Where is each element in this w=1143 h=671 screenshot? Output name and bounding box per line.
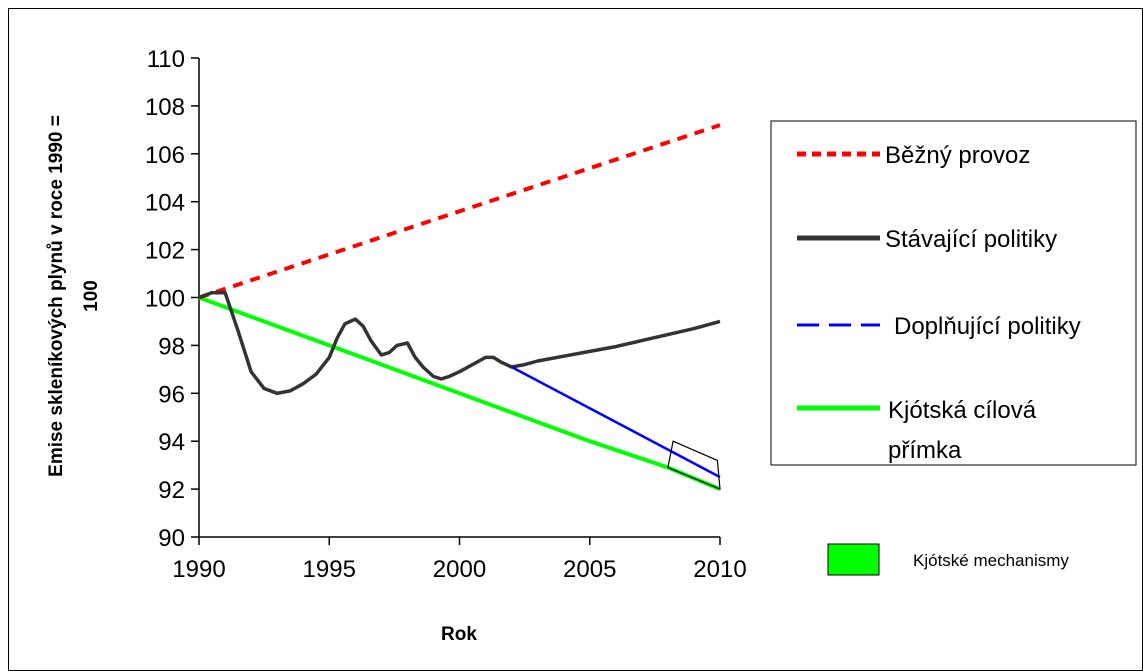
y-axis-title-line2: 100 [81,280,102,312]
x-ticks: 1990 1995 2000 2005 2010 [172,537,747,583]
plot-area: 90 92 94 96 98 100 102 104 106 108 110 1990 1995 200… [145,46,747,583]
legend-label-stavajici-politiky: Stávající politiky [885,226,1057,253]
y-tick-label: 92 [158,477,185,504]
y-tick-label: 94 [158,429,185,456]
y-tick-label: 110 [147,46,185,73]
legend: Běžný provoz Stávající politiky Doplňují… [770,120,1137,466]
y-tick-label: 102 [145,238,185,265]
y-tick-label: 106 [145,142,185,169]
y-tick-label: 98 [158,333,185,360]
kyoto-mechanisms-swatch [827,543,880,576]
legend-label-bezny-provoz: Běžný provoz [885,142,1030,169]
x-tick-label: 1990 [172,556,225,583]
y-tick-label: 104 [145,190,185,217]
legend-label-kjotska-primka-line2: přímka [888,437,962,464]
y-tick-label: 96 [158,381,185,408]
y-tick-label: 90 [158,525,185,552]
kyoto-mechanisms-box [667,440,721,491]
x-tick-label: 2005 [563,556,616,583]
legend-label-doplnujici-politiky: Doplňující politiky [894,313,1081,340]
series-line-0 [198,123,721,300]
x-tick-label: 2010 [693,556,746,583]
y-axis-title-line1: Emise skleníkových plynů v roce 1990 = [46,115,67,477]
x-axis-title: Rok [441,624,477,645]
series-group [198,123,721,491]
y-ticks: 90 92 94 96 98 100 102 104 106 108 110 [145,46,199,552]
series-line-1 [198,290,721,396]
x-tick-label: 2000 [433,556,486,583]
y-tick-label: 100 [145,286,185,313]
kyoto-mechanisms-label: Kjótské mechanismy [913,551,1069,570]
legend-label-kjotska-primka-line1: Kjótská cílová [888,397,1037,424]
y-tick-label: 108 [145,94,185,121]
x-tick-label: 1995 [303,556,356,583]
series-line-2 [511,365,721,479]
